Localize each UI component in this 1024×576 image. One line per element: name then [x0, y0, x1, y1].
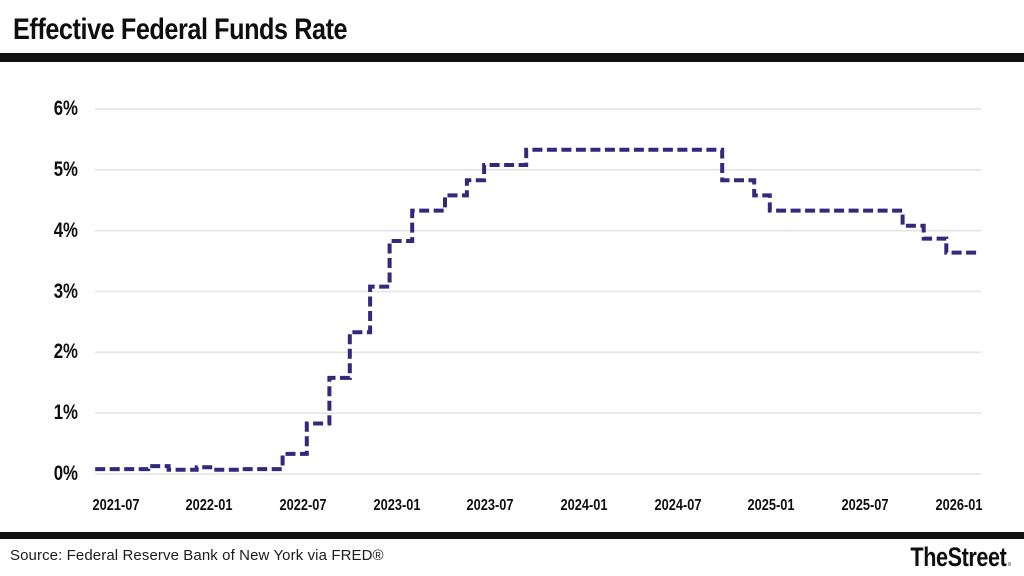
top-divider-bar: [0, 53, 1024, 62]
x-tick-label: 2023-01: [373, 497, 421, 514]
x-tick-label: 2025-07: [841, 497, 889, 514]
y-tick-label: 3%: [53, 279, 78, 303]
x-tick-label: 2022-01: [185, 497, 233, 514]
y-tick-label: 5%: [53, 157, 78, 181]
x-tick-label: 2024-01: [560, 497, 608, 514]
effective-federal-funds-rate-chart: 0% 1% 2% 3% 4% 5% 6% 2021-07 2022-01 2022-07 2023…: [0, 62, 1024, 532]
y-tick-label: 2%: [53, 340, 78, 364]
effr-series-line: [95, 147, 978, 472]
y-tick-label: 6%: [53, 97, 78, 121]
y-tick-label: 0%: [53, 462, 78, 485]
x-tick-label: 2023-07: [466, 497, 514, 514]
x-tick-label: 2024-07: [654, 497, 702, 514]
y-tick-label: 4%: [53, 218, 78, 242]
rate-step-line-plot: [95, 108, 981, 475]
x-tick-label: 2022-07: [279, 497, 327, 514]
thestreet-logo-text: TheStreet: [910, 542, 1007, 572]
bottom-divider-bar: [0, 532, 1024, 539]
x-tick-label: 2026-01: [935, 497, 983, 514]
source-attribution: Source: Federal Reserve Bank of New York…: [10, 547, 384, 564]
thestreet-logo-dot: .: [1006, 542, 1012, 572]
y-tick-label: 1%: [53, 401, 78, 425]
x-tick-label: 2021-07: [92, 497, 139, 514]
x-tick-label: 2025-01: [747, 497, 795, 514]
page-title: Effective Federal Funds Rate: [13, 13, 348, 46]
thestreet-logo: TheStreet.: [910, 542, 1012, 573]
